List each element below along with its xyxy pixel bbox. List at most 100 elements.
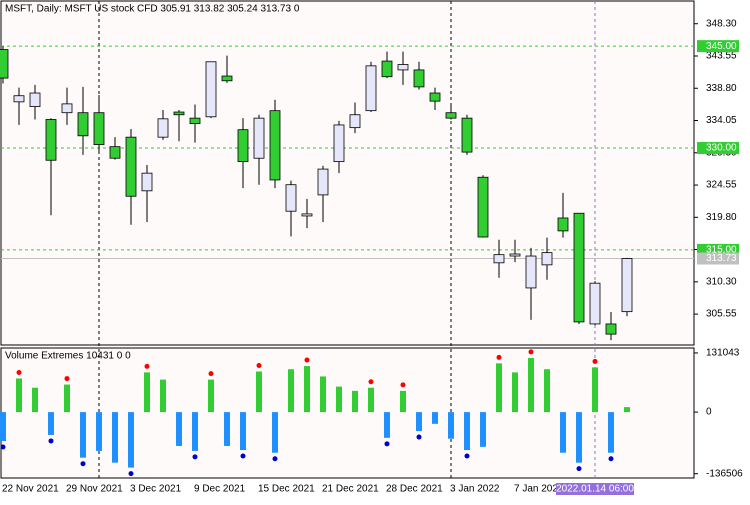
y-tick-label: 324.55 [706, 180, 737, 191]
level-tag [697, 40, 739, 53]
extreme-marker [576, 466, 582, 472]
candle-body [109, 146, 121, 159]
candle-body [61, 103, 73, 114]
volume-bar [560, 412, 566, 453]
candle-body [189, 117, 201, 124]
chart-header: MSFT, Daily: MSFT US stock CFD 305.91 31… [5, 4, 300, 15]
volume-bar [208, 379, 214, 413]
y-tick-label: 0 [706, 407, 712, 418]
candle-body [397, 64, 409, 71]
volume-bar [144, 372, 150, 413]
volume-bar [496, 363, 502, 413]
volume-bar [80, 412, 86, 458]
volume-bar [368, 387, 374, 413]
extreme-marker [192, 454, 198, 460]
candle-body [125, 136, 137, 197]
extreme-marker [528, 349, 534, 355]
candle-body [0, 49, 9, 79]
volume-bar [576, 412, 582, 463]
volume-bar [336, 386, 342, 413]
candle-body [317, 168, 329, 196]
level-label: 330.00 [706, 143, 737, 154]
candle-body [157, 118, 169, 138]
candle-body [573, 212, 585, 323]
volume-bar [352, 390, 358, 413]
extreme-marker [464, 453, 470, 459]
x-tick-label: 22 Nov 2021 [2, 484, 59, 495]
extreme-marker [128, 471, 134, 477]
volume-bar [112, 412, 118, 463]
extreme-marker [496, 354, 502, 360]
y-tick-label: 305.55 [706, 309, 737, 320]
x-tick-label: 15 Dec 2021 [258, 484, 315, 495]
y-tick-label: 319.80 [706, 212, 737, 223]
volume-bar [176, 412, 182, 446]
candle-body [557, 217, 569, 232]
extreme-marker [16, 369, 22, 375]
candle-body [77, 112, 89, 137]
candle-body [349, 114, 361, 129]
candle-body [141, 172, 153, 192]
volume-bar [160, 379, 166, 413]
candle-body [45, 119, 57, 161]
extreme-marker [240, 453, 246, 459]
extreme-marker [304, 357, 310, 363]
candle-body [333, 124, 345, 163]
volume-bar [192, 412, 198, 451]
volume-bar [0, 412, 6, 441]
level-tag [697, 142, 739, 155]
candle-body [93, 112, 105, 146]
y-tick-label: 343.55 [706, 51, 737, 62]
volume-bar [240, 412, 246, 451]
candle-body [429, 92, 441, 102]
candle-body [301, 213, 313, 217]
extreme-marker [80, 461, 86, 467]
extreme-marker [400, 382, 406, 388]
y-tick-label: 338.80 [706, 83, 737, 94]
x-tick-label: 29 Nov 2021 [66, 484, 123, 495]
volume-bar [480, 412, 486, 447]
volume-bar [32, 387, 38, 413]
extreme-marker [368, 379, 374, 385]
candle-body [589, 282, 601, 325]
x-tick-label: 7 Jan 2022 [514, 484, 564, 495]
volume-bar [416, 412, 422, 432]
volume-bar [320, 376, 326, 413]
x-tick-label: 3 Jan 2022 [450, 484, 500, 495]
volume-bar [288, 369, 294, 413]
volume-bar [528, 357, 534, 413]
candle-body [525, 255, 537, 289]
candle-body [605, 323, 617, 335]
volume-bar [304, 366, 310, 413]
candle-body [173, 111, 185, 116]
extreme-marker [0, 444, 6, 450]
y-tick-label: -136506 [706, 468, 743, 479]
candle-body [13, 95, 25, 103]
current-price-label: 313.73 [706, 253, 737, 264]
y-tick-label: 131043 [706, 348, 740, 359]
candle-body [413, 69, 425, 88]
candle-body [445, 112, 457, 119]
extreme-marker [208, 371, 214, 377]
indicator-pane [0, 347, 695, 479]
candle-body [509, 253, 521, 257]
x-tick-label: 9 Dec 2021 [194, 484, 246, 495]
candle-body [621, 258, 633, 313]
volume-bar [544, 369, 550, 413]
candle-body [541, 252, 553, 266]
candle-body [381, 60, 393, 78]
volume-bar [432, 412, 438, 424]
volume-bar [400, 390, 406, 413]
volume-bar [256, 371, 262, 413]
crosshair-label: 2022.01.14 06:00 [556, 484, 634, 495]
extreme-marker [416, 434, 422, 440]
candle-body [269, 110, 281, 181]
y-tick-label: 348.30 [706, 18, 737, 29]
x-tick-label: 3 Dec 2021 [130, 484, 182, 495]
volume-bar [464, 412, 470, 451]
extreme-marker [64, 376, 70, 382]
volume-bar [224, 412, 230, 446]
candle-body [253, 117, 265, 159]
volume-bar [592, 367, 598, 413]
